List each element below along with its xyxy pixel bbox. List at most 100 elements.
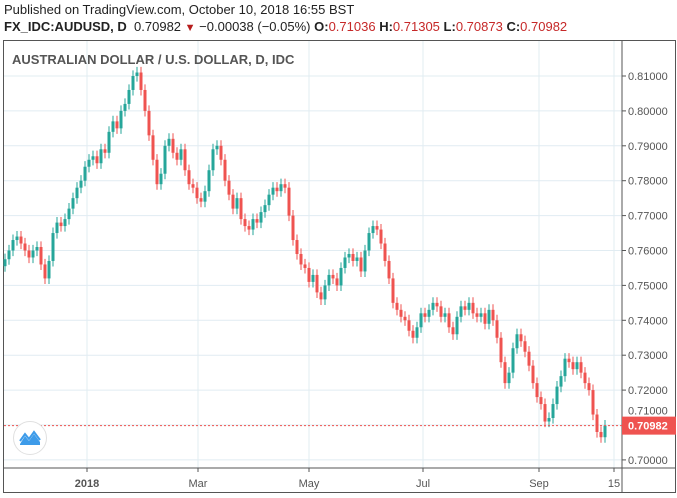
candle-body bbox=[543, 404, 547, 422]
candle-body bbox=[279, 184, 283, 192]
x-tick-label: Jul bbox=[416, 478, 430, 490]
candle-body bbox=[587, 383, 591, 391]
candle-body bbox=[247, 226, 251, 230]
candle-body bbox=[275, 187, 279, 192]
x-tick-label: Mar bbox=[189, 478, 208, 490]
candle-body bbox=[219, 145, 223, 160]
candle-body bbox=[595, 414, 599, 432]
candle-body bbox=[47, 260, 51, 279]
candle-body bbox=[579, 362, 583, 373]
open-label: O: bbox=[314, 19, 329, 34]
candle-body bbox=[51, 233, 55, 261]
candle-body bbox=[499, 337, 503, 363]
candle-body bbox=[299, 253, 303, 265]
candle-body bbox=[291, 215, 295, 241]
y-tick-label: 0.80000 bbox=[628, 106, 668, 118]
candle-body bbox=[583, 372, 587, 384]
candle-body bbox=[63, 219, 67, 227]
candle-body bbox=[111, 121, 115, 132]
y-tick-label: 0.74000 bbox=[628, 315, 668, 327]
candle-body bbox=[375, 226, 379, 230]
candle-body bbox=[479, 313, 483, 317]
high-label: H: bbox=[379, 19, 393, 34]
candle-body bbox=[411, 330, 415, 338]
candle-body bbox=[555, 386, 559, 405]
candle-body bbox=[407, 320, 411, 331]
candle-body bbox=[475, 313, 479, 317]
candle-body bbox=[75, 187, 79, 199]
candle-body bbox=[439, 306, 443, 317]
candle-body bbox=[179, 149, 183, 160]
candle-body bbox=[419, 313, 423, 328]
candle-body bbox=[207, 170, 211, 192]
candle-body bbox=[463, 306, 467, 310]
candle-body bbox=[295, 240, 299, 254]
candle-body bbox=[599, 431, 603, 438]
candle-body bbox=[287, 187, 291, 216]
y-tick-label: 0.75000 bbox=[628, 280, 668, 292]
y-tick-label: 0.76000 bbox=[628, 246, 668, 258]
candle-body bbox=[363, 250, 367, 272]
candle-body bbox=[259, 212, 263, 223]
candle-body bbox=[79, 180, 83, 188]
candle-body bbox=[403, 316, 407, 321]
y-tick-label: 0.70000 bbox=[628, 455, 668, 467]
x-tick-label: 15 bbox=[608, 478, 620, 490]
candle-body bbox=[119, 110, 123, 129]
candle-body bbox=[359, 257, 363, 272]
candle-body bbox=[567, 358, 571, 363]
candle-body bbox=[11, 240, 15, 251]
candle-body bbox=[495, 320, 499, 338]
candle-body bbox=[39, 247, 43, 265]
candle-body bbox=[351, 253, 355, 261]
candle-body bbox=[171, 138, 175, 153]
candle-body bbox=[283, 184, 287, 188]
down-arrow-icon: ▼ bbox=[184, 22, 196, 34]
candle-body bbox=[187, 170, 191, 185]
candle-body bbox=[183, 149, 187, 171]
chart-frame bbox=[3, 40, 676, 493]
candle-body bbox=[383, 243, 387, 261]
candle-body bbox=[427, 309, 431, 317]
chart-title: AUSTRALIAN DOLLAR / U.S. DOLLAR, D, IDC bbox=[12, 52, 295, 67]
candle-body bbox=[127, 89, 131, 104]
x-tick-label: Sep bbox=[529, 478, 549, 490]
y-tick-label: 0.72000 bbox=[628, 385, 668, 397]
close-label: C: bbox=[506, 19, 521, 34]
candle-body bbox=[99, 149, 103, 164]
candle-body bbox=[315, 274, 319, 293]
candle-body bbox=[123, 103, 127, 111]
last-price: 0.70982 bbox=[134, 19, 182, 34]
candle-body bbox=[23, 243, 27, 251]
close-value: 0.70982 bbox=[520, 19, 568, 34]
candle-body bbox=[399, 309, 403, 317]
candle-body bbox=[331, 274, 335, 279]
candle-body bbox=[203, 191, 207, 202]
candle-body bbox=[483, 313, 487, 324]
candle-body bbox=[339, 267, 343, 286]
candle-body bbox=[379, 229, 383, 244]
candle-body bbox=[7, 250, 11, 260]
candle-body bbox=[107, 131, 111, 153]
candle-body bbox=[195, 187, 199, 199]
candle-body bbox=[139, 72, 143, 90]
candle-body bbox=[459, 306, 463, 317]
candle-body bbox=[451, 327, 455, 335]
candle-body bbox=[255, 219, 259, 223]
candle-body bbox=[167, 138, 171, 146]
open-value: 0.71036 bbox=[328, 19, 376, 34]
candle-body bbox=[103, 149, 107, 153]
candle-body bbox=[447, 313, 451, 328]
candle-body bbox=[147, 110, 151, 136]
low-value: 0.70873 bbox=[455, 19, 503, 34]
tradingview-logo-icon[interactable] bbox=[13, 421, 47, 455]
candle-body bbox=[415, 327, 419, 338]
low-label: L: bbox=[443, 19, 456, 34]
candle-body bbox=[43, 264, 47, 279]
candle-body bbox=[215, 145, 219, 150]
y-tick-label: 0.81000 bbox=[628, 71, 668, 83]
x-tick-label: May bbox=[299, 478, 320, 490]
candle-body bbox=[563, 358, 567, 377]
candle-body bbox=[211, 149, 215, 171]
